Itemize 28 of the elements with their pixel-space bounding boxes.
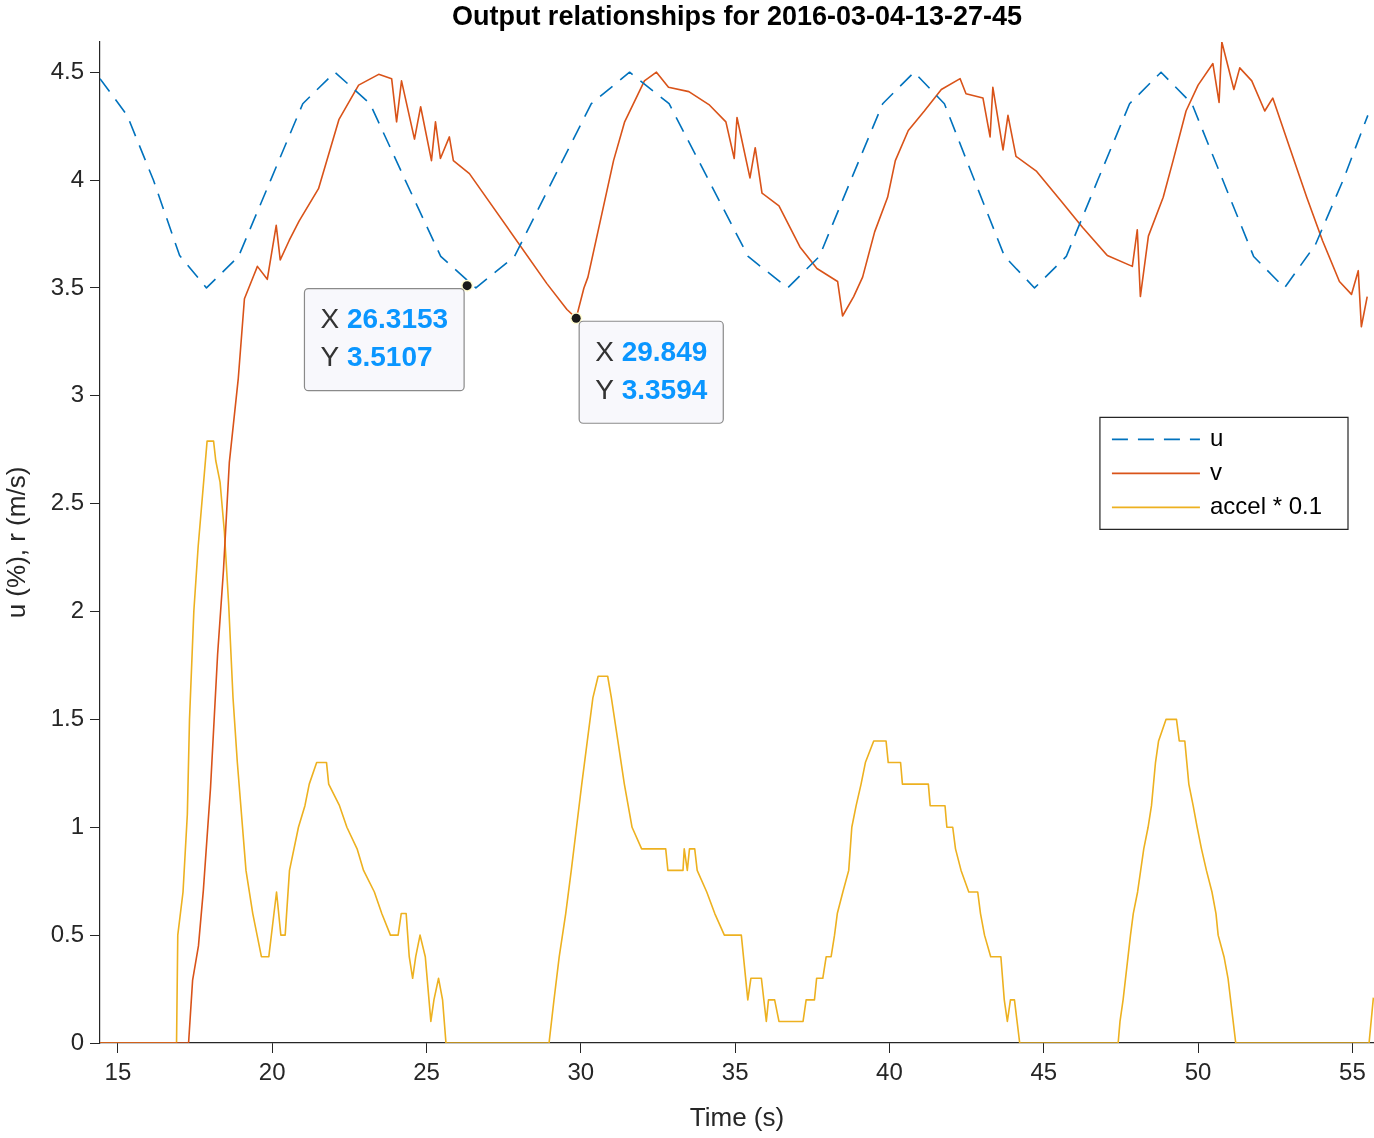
legend-label: u <box>1209 424 1224 451</box>
y-tick-label: 2.5 <box>50 488 84 516</box>
y-tick-label: 3 <box>70 380 84 408</box>
y-tick-label: 4 <box>70 164 84 192</box>
x-tick-label: 40 <box>876 1058 903 1086</box>
line-series <box>100 71 1369 289</box>
x-tick-label: 45 <box>1030 1058 1058 1086</box>
y-tick-label: 2 <box>70 596 84 624</box>
annotation: X 26.3153 Y 3.5107 <box>320 303 449 373</box>
y-tick-label: 0.5 <box>50 919 84 947</box>
y-axis-title: u (%), r (m/s) <box>0 466 31 619</box>
y-tick-label: 4.5 <box>50 56 84 84</box>
legend-label: accel * 0.1 <box>1209 492 1323 519</box>
x-tick-label: 20 <box>258 1058 286 1086</box>
x-tick-label: 15 <box>104 1058 132 1086</box>
y-tick-label: 1.5 <box>50 704 84 732</box>
y-tick-label: 3.5 <box>50 272 84 300</box>
chart-title: Output relationships for 2016-03-04-13-27-45 <box>451 1 1023 32</box>
legend-label: v <box>1209 458 1222 485</box>
annotation: X 29.849 Y 3.3594 <box>595 335 708 405</box>
x-tick-label: 35 <box>721 1058 749 1086</box>
x-axis-title: Time (s) <box>689 1101 785 1132</box>
x-tick-label: 55 <box>1339 1058 1366 1086</box>
y-tick-label: 0 <box>70 1027 84 1055</box>
x-tick-label: 50 <box>1184 1058 1212 1086</box>
x-tick-label: 25 <box>413 1058 440 1086</box>
y-tick-label: 1 <box>70 811 84 839</box>
x-tick-label: 30 <box>567 1058 595 1086</box>
